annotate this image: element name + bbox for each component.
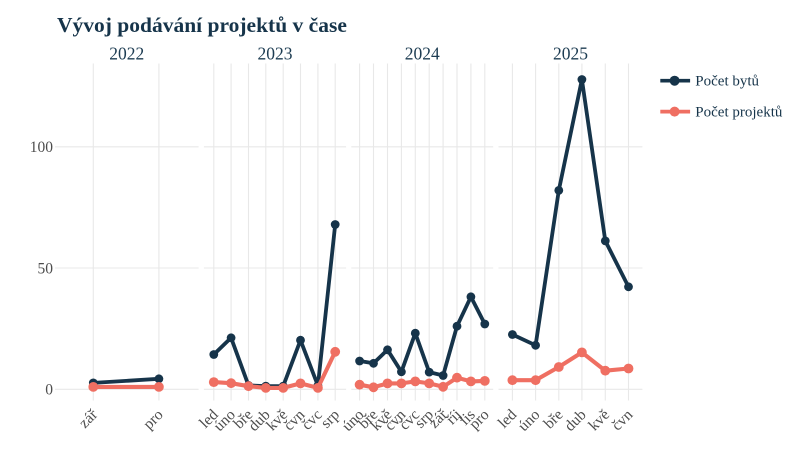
svg-text:50: 50 bbox=[38, 260, 54, 277]
svg-text:Počet projektů: Počet projektů bbox=[695, 105, 783, 121]
svg-text:0: 0 bbox=[45, 382, 53, 399]
svg-text:2023: 2023 bbox=[258, 43, 293, 63]
svg-text:2024: 2024 bbox=[405, 43, 440, 63]
svg-text:Počet bytů: Počet bytů bbox=[695, 74, 759, 90]
svg-text:2025: 2025 bbox=[553, 43, 588, 63]
svg-text:2022: 2022 bbox=[109, 43, 144, 63]
svg-text:100: 100 bbox=[30, 139, 54, 156]
svg-text:Vývoj podávání projektů v čase: Vývoj podávání projektů v čase bbox=[57, 13, 347, 37]
